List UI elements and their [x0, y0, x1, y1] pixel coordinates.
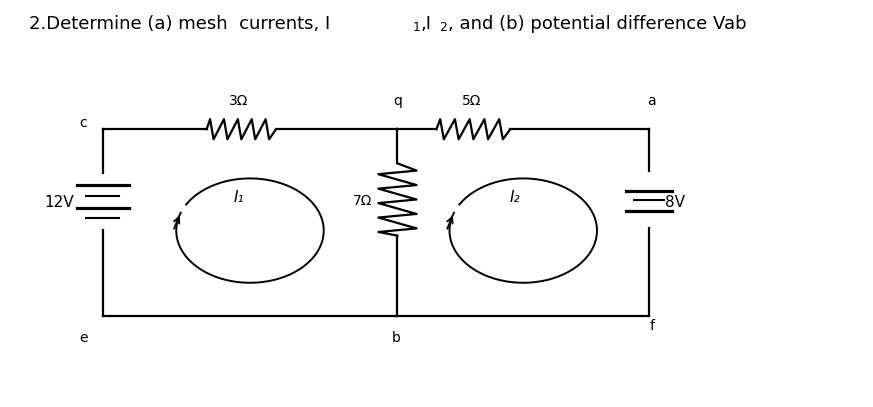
Text: I₁: I₁ — [233, 190, 244, 205]
Text: q: q — [393, 94, 402, 108]
Text: 8V: 8V — [665, 195, 685, 210]
Text: ,I: ,I — [421, 15, 432, 33]
Text: 1: 1 — [412, 21, 420, 34]
Text: 3Ω: 3Ω — [229, 94, 249, 108]
Text: b: b — [391, 331, 400, 345]
Text: 12V: 12V — [45, 195, 74, 210]
Text: a: a — [647, 94, 656, 108]
Text: c: c — [79, 116, 87, 130]
Text: , and (b) potential difference Vab: , and (b) potential difference Vab — [448, 15, 746, 33]
Text: 7Ω: 7Ω — [353, 195, 373, 208]
Text: 5Ω: 5Ω — [462, 94, 481, 108]
Text: 2.Determine (a) mesh  currents, I: 2.Determine (a) mesh currents, I — [29, 15, 330, 33]
Text: f: f — [650, 319, 654, 333]
Text: e: e — [79, 331, 87, 345]
Text: 2: 2 — [439, 21, 447, 34]
Text: I₂: I₂ — [509, 190, 520, 205]
